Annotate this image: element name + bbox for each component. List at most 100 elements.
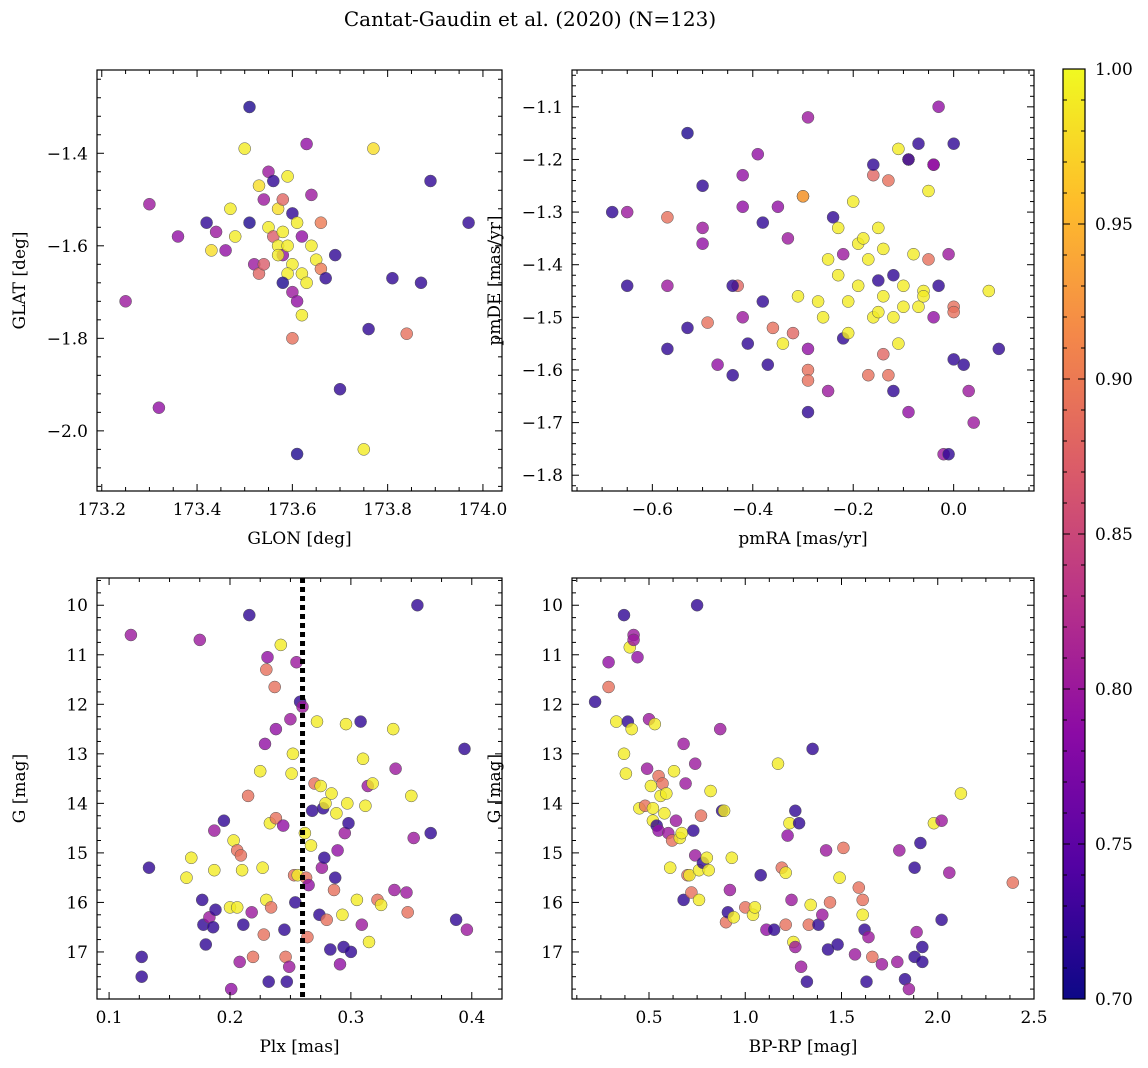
data-point <box>284 712 297 726</box>
data-point <box>685 886 698 899</box>
data-point <box>319 797 332 810</box>
x-tick-label: −0.2 <box>833 500 874 520</box>
data-point <box>726 279 739 293</box>
data-point <box>916 955 929 969</box>
data-point <box>677 737 690 751</box>
data-point <box>781 829 794 842</box>
data-point <box>877 290 890 303</box>
data-point <box>932 100 945 114</box>
data-point <box>206 920 220 934</box>
data-point <box>771 757 785 770</box>
y-tick-label: −1.4 <box>47 144 88 164</box>
data-point <box>857 232 870 245</box>
data-point <box>816 311 830 324</box>
data-point <box>152 401 166 414</box>
data-point <box>713 722 727 736</box>
data-point <box>310 715 324 728</box>
x-tick-label: 1.0 <box>732 1008 759 1028</box>
panels: 173.2 173.4 173.6 173.8 174.0 −1.4 −1.6 −1.8 −2.… <box>10 69 1048 1057</box>
y-axis-label: G [mag] <box>10 754 30 823</box>
colorbar-tick-label: 0.90 <box>1095 370 1133 390</box>
data-point <box>833 871 846 884</box>
data-point <box>359 799 372 813</box>
data-point <box>208 863 221 877</box>
data-point <box>767 923 781 936</box>
data-point <box>696 179 709 193</box>
y-tick-label: −1.5 <box>522 308 563 328</box>
data-point <box>992 342 1006 356</box>
x-tick-label: 0.4 <box>458 1008 485 1028</box>
y-tick-label: 12 <box>66 695 88 715</box>
data-point <box>692 893 706 907</box>
data-point <box>458 742 471 756</box>
y-tick-label: 13 <box>66 745 88 765</box>
panel-plx-g: 0.1 0.2 0.3 0.4 10 11 12 13 14 15 16 17 Plx [mas] G [… <box>10 577 503 1057</box>
data-point <box>887 311 900 324</box>
data-point <box>779 918 792 931</box>
data-point <box>388 883 401 897</box>
axes-frame <box>96 69 503 492</box>
y-tick-label: −1.8 <box>47 329 88 349</box>
data-point <box>304 839 318 852</box>
y-axis-label: G [mag] <box>485 754 505 823</box>
data-point <box>781 232 795 245</box>
data-point <box>209 225 223 239</box>
data-point <box>344 945 358 959</box>
data-point <box>679 777 692 790</box>
data-point <box>274 638 288 652</box>
y-axis-label: GLAT [deg] <box>10 231 30 329</box>
data-point <box>356 752 370 766</box>
data-point <box>257 258 271 271</box>
data-point <box>180 871 193 884</box>
x-tick-label: 0.5 <box>635 1008 662 1028</box>
data-point <box>320 913 333 927</box>
data-point <box>801 405 815 419</box>
data-point <box>588 695 602 709</box>
x-tick-label: 0.3 <box>337 1008 364 1028</box>
data-point <box>411 598 424 612</box>
data-point <box>605 205 619 219</box>
data-point <box>199 938 213 951</box>
data-point <box>185 851 198 865</box>
scatter-points <box>124 598 474 996</box>
data-point <box>290 216 304 229</box>
y-tick-label: 13 <box>541 745 563 765</box>
data-point <box>916 940 929 954</box>
data-point <box>661 279 674 293</box>
data-point <box>816 908 829 922</box>
data-point <box>887 268 900 282</box>
data-point <box>658 807 671 820</box>
data-point <box>779 866 792 879</box>
axes-frame <box>96 577 503 1000</box>
colorbar: 0.70 0.75 0.80 0.85 0.90 0.95 1.00 <box>1062 60 1133 1010</box>
data-point <box>124 628 138 642</box>
data-point <box>331 844 344 857</box>
data-point <box>305 188 318 202</box>
data-point <box>208 824 221 837</box>
data-point <box>942 447 955 461</box>
data-point <box>851 279 865 293</box>
data-point <box>253 764 267 778</box>
data-point <box>725 851 739 865</box>
y-tick-label: 10 <box>66 596 88 616</box>
data-point <box>200 216 213 229</box>
x-tick-label: 0.0 <box>940 500 967 520</box>
data-point <box>362 322 375 336</box>
data-point <box>171 230 185 243</box>
data-point <box>681 321 694 335</box>
panel-pmra-pmde: −0.6 −0.4 −0.2 0.0 −1.1 −1.2 −1.3 −1.4 −1.5 −1.6 −… <box>485 69 1035 549</box>
data-point <box>872 221 885 235</box>
data-point <box>902 982 916 996</box>
data-point <box>867 158 880 171</box>
data-point <box>617 608 631 622</box>
data-point <box>801 374 815 387</box>
data-point <box>407 831 420 845</box>
data-point <box>726 368 739 382</box>
data-point <box>882 368 895 382</box>
y-tick-label: −1.8 <box>522 466 563 486</box>
colorbar-tick-label: 1.00 <box>1095 60 1133 80</box>
data-point <box>282 960 296 974</box>
data-point <box>943 866 956 879</box>
data-point <box>688 757 702 770</box>
colorbar-tick-label: 0.80 <box>1095 680 1133 700</box>
